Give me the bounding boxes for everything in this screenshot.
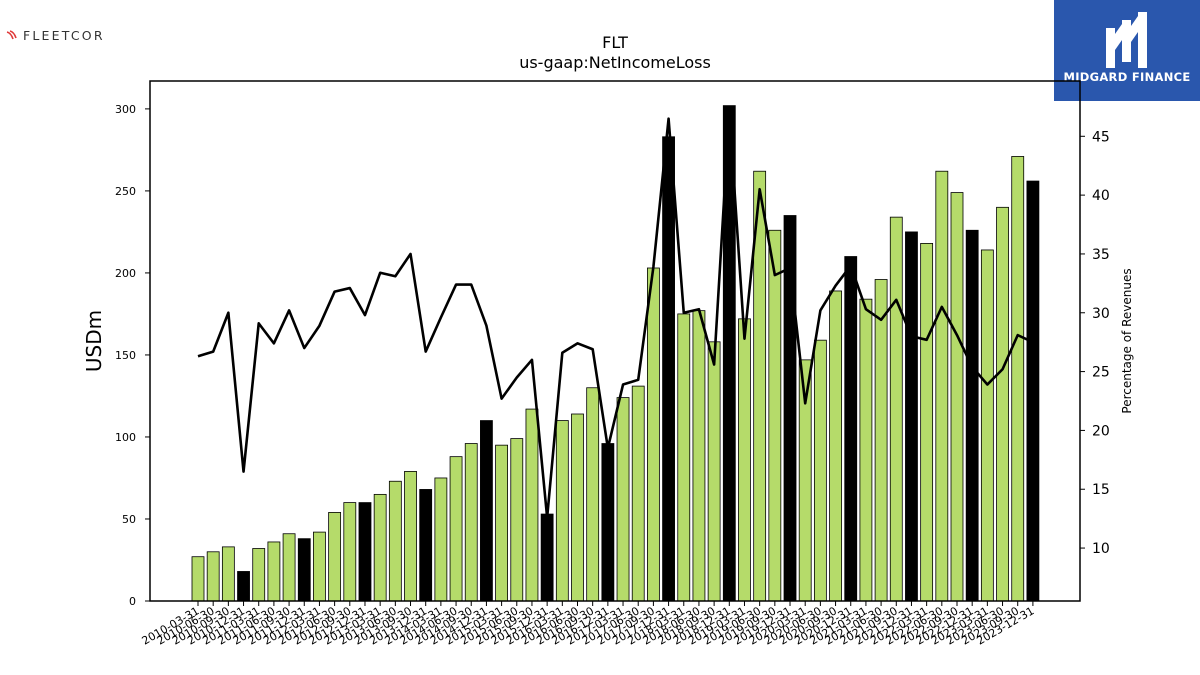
- quarterly-bar: [328, 512, 342, 602]
- quarterly-bar: [874, 279, 888, 602]
- midgard-finance-logo-text: MIDGARD FINANCE: [1063, 70, 1191, 84]
- quarterly-bar: [631, 385, 645, 602]
- quarterly-bar: [996, 206, 1009, 602]
- y-tick-label: 50: [122, 513, 136, 526]
- annual-bar: [358, 502, 372, 602]
- quarterly-bar: [252, 548, 266, 602]
- quarterly-bar: [616, 397, 630, 602]
- quarterly-bar: [404, 471, 417, 602]
- y2-tick-label: 35: [1092, 247, 1110, 263]
- quarterly-bar: [647, 267, 660, 602]
- bar-series: [191, 105, 1040, 602]
- quarterly-bar: [495, 444, 509, 602]
- annual-bar: [1026, 180, 1040, 602]
- plot-frame: [149, 80, 1081, 602]
- quarterly-bar: [571, 413, 584, 602]
- quarterly-bar: [282, 533, 296, 602]
- annual-bar: [844, 256, 858, 602]
- y-tick-label: 0: [129, 595, 136, 608]
- quarterly-bar: [920, 242, 934, 602]
- quarterly-bar: [343, 502, 357, 602]
- fleetcor-logo: FLEETCOR: [6, 27, 105, 43]
- quarterly-bar: [1011, 156, 1025, 602]
- fleetcor-logo-text: FLEETCOR: [23, 27, 105, 43]
- chart-title: FLT: [602, 33, 628, 52]
- y-tick-label: 250: [115, 185, 136, 198]
- quarterly-bar: [221, 546, 235, 602]
- quarterly-bar: [388, 480, 402, 602]
- quarterly-bar: [586, 387, 600, 602]
- quarterly-bar: [707, 341, 721, 602]
- quarterly-bar: [464, 443, 478, 602]
- quarterly-bar: [525, 408, 539, 602]
- quarterly-bar: [980, 249, 994, 602]
- annual-bar: [540, 513, 554, 602]
- y2-tick-label: 25: [1092, 365, 1110, 381]
- left-y-axis: 0 50 100 150 200 250 300: [115, 103, 150, 608]
- quarterly-bar: [935, 170, 949, 602]
- quarterly-bar: [191, 556, 205, 602]
- annual-bar: [419, 489, 433, 602]
- y-axis-label: USDm: [82, 310, 106, 372]
- quarterly-bar: [434, 477, 448, 602]
- annual-bar: [237, 571, 250, 602]
- fleetcor-swoosh-icon: [6, 30, 17, 40]
- quarterly-bar: [206, 551, 220, 602]
- annual-bar: [297, 538, 311, 602]
- quarterly-bar: [449, 456, 463, 602]
- quarterly-bar: [889, 216, 903, 602]
- y-tick-label: 100: [115, 431, 136, 444]
- quarterly-bar: [768, 229, 782, 602]
- y2-tick-label: 30: [1092, 306, 1110, 322]
- quarterly-bar: [738, 318, 751, 602]
- quarterly-bar: [677, 313, 691, 602]
- annual-bar: [601, 443, 615, 602]
- quarterly-bar: [692, 310, 706, 602]
- y2-tick-label: 15: [1092, 482, 1110, 498]
- quarterly-bar: [373, 493, 387, 602]
- quarterly-bar: [813, 339, 827, 602]
- midgard-finance-logo: MIDGARD FINANCE: [1054, 0, 1200, 101]
- quarterly-bar: [267, 541, 281, 602]
- quarterly-bar: [510, 438, 524, 602]
- quarterly-bar: [859, 298, 873, 602]
- annual-bar: [965, 229, 979, 602]
- y-tick-label: 300: [115, 103, 136, 116]
- y-tick-label: 150: [115, 349, 136, 362]
- chart-subtitle: us-gaap:NetIncomeLoss: [519, 53, 711, 72]
- percentage-line-series: [197, 111, 1034, 519]
- annual-bar: [662, 136, 675, 602]
- y-tick-label: 200: [115, 267, 136, 280]
- x-axis: 2010-03-312010-06-302010-09-302010-12-31…: [140, 601, 1036, 648]
- quarterly-bar: [829, 290, 842, 602]
- quarterly-bar: [555, 420, 569, 602]
- annual-bar: [905, 231, 918, 602]
- y2-tick-label: 40: [1092, 188, 1110, 204]
- percentage-line: [197, 111, 1034, 519]
- right-y-axis: 10 15 20 25 30 35 40 45: [1080, 129, 1110, 557]
- y2-axis-label: Percentage of Revenues: [1120, 268, 1134, 413]
- midgard-emblem-icon: [1106, 12, 1147, 68]
- quarterly-bar: [950, 192, 964, 602]
- y2-tick-label: 45: [1092, 129, 1110, 145]
- annual-bar: [480, 420, 493, 602]
- y2-tick-label: 20: [1092, 423, 1110, 439]
- quarterly-bar: [313, 531, 326, 602]
- y2-tick-label: 10: [1092, 541, 1110, 557]
